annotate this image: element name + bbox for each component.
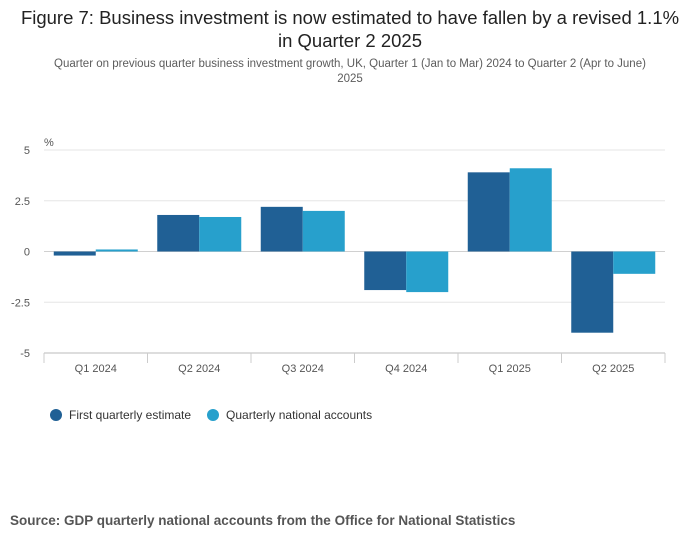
x-tick-label: Q4 2024: [385, 363, 427, 375]
x-tick-label: Q2 2025: [592, 363, 634, 375]
y-tick-label: -5: [20, 348, 30, 360]
x-tick-label: Q1 2025: [489, 363, 531, 375]
bar-national-accounts: [302, 210, 345, 252]
bar-first-estimate: [364, 251, 407, 291]
bar-national-accounts: [95, 249, 138, 252]
chart-legend: First quarterly estimate Quarterly nation…: [50, 408, 388, 422]
bar-national-accounts: [199, 216, 242, 252]
bar-first-estimate: [467, 172, 510, 252]
y-tick-label: -2.5: [11, 297, 30, 309]
legend-label: Quarterly national accounts: [226, 408, 373, 422]
legend-item: Quarterly national accounts: [207, 408, 372, 422]
legend-swatch: [50, 409, 62, 421]
bar-national-accounts: [406, 251, 449, 293]
source-note: Source: GDP quarterly national accounts …: [10, 513, 516, 528]
y-tick-label: 5: [24, 145, 30, 157]
bar-first-estimate: [260, 206, 303, 252]
legend-swatch: [207, 409, 220, 421]
x-tick-label: Q2 2024: [178, 363, 220, 375]
y-axis-unit-label: %: [44, 137, 54, 149]
bar-chart: % 5 2.5 0 -2.5 -5 Q1 2024 Q2 2024 Q3 2024 Q4 2024…: [11, 137, 666, 375]
chart-subtitle: Quarter on previous quarter business inv…: [54, 58, 646, 85]
bar-first-estimate: [53, 251, 96, 256]
bar-first-estimate: [157, 214, 200, 252]
legend-item: First quarterly estimate: [50, 408, 191, 422]
y-tick-label: 0: [24, 247, 30, 259]
x-tick-label: Q1 2024: [75, 363, 117, 375]
chart-title: Figure 7: Business investment is now est…: [20, 7, 680, 51]
legend-label: First quarterly estimate: [69, 408, 192, 422]
y-tick-label: 2.5: [15, 196, 30, 208]
x-tick-label: Q3 2024: [282, 363, 324, 375]
bar-national-accounts: [509, 168, 552, 252]
bar-national-accounts: [613, 251, 656, 274]
bar-first-estimate: [571, 251, 614, 333]
